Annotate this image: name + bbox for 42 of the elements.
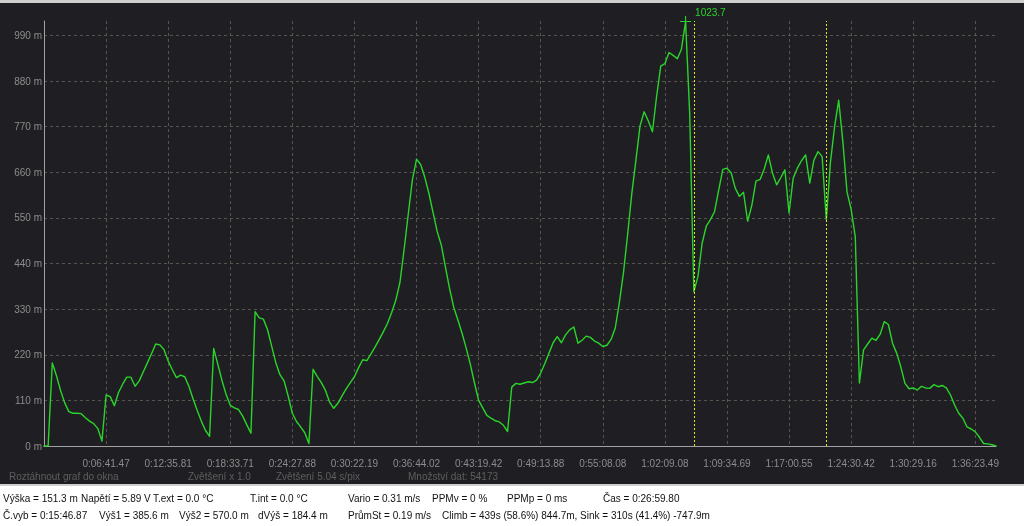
- x-tick-label: 0:49:13.88: [517, 457, 565, 469]
- text: Climb = 439s (58.6%) 844.7m, Sink = 310s (41.4%) -747.9m: [442, 510, 710, 522]
- x-tick-label: 0:24:27.88: [268, 457, 317, 469]
- x-tick-label: 1:36:23.49: [951, 457, 1000, 469]
- text: dVýš = 184.4 m: [258, 510, 328, 522]
- text: Výška = 151.3 m: [3, 493, 78, 505]
- text: T.int = 0.0 °C: [250, 493, 308, 505]
- y-tick-label: 770 m: [14, 121, 42, 133]
- x-tick-label: 0:36:44.02: [392, 457, 441, 469]
- x-tick-label: 0:12:35.81: [144, 457, 193, 469]
- x-tick-label: 0:43:19.42: [454, 457, 503, 469]
- text: Množství dat: 54173: [408, 471, 499, 483]
- y-tick-label: 990 m: [14, 30, 42, 42]
- y-tick-label: 110 m: [14, 394, 42, 406]
- text: Výš1 = 385.6 m: [99, 510, 169, 522]
- x-tick-label: 0:30:22.19: [330, 457, 379, 469]
- y-tick-label: 550 m: [14, 212, 42, 224]
- text: Výš2 = 570.0 m: [179, 510, 249, 522]
- text: Zvětšení 5.04 s/pix: [276, 471, 360, 483]
- text: PPMv = 0 %: [432, 493, 488, 505]
- text: 1023.7: [695, 7, 727, 19]
- text: PPMp = 0 ms: [507, 493, 568, 505]
- x-tick-label: 0:18:33.71: [206, 457, 255, 469]
- x-tick-label: 0:06:41.47: [82, 457, 131, 469]
- text: Vario = 0.31 m/s: [348, 493, 421, 505]
- text: Čas = 0:26:59.80: [603, 493, 680, 505]
- x-tick-label: 1:09:34.69: [703, 457, 752, 469]
- y-tick-label: 220 m: [14, 349, 42, 361]
- x-tick-label: 0:55:08.08: [579, 457, 627, 469]
- text: Č.vyb = 0:15:46.87: [3, 510, 88, 522]
- text: Napětí = 5.89 V: [81, 493, 151, 505]
- y-tick-label: 0 m: [25, 440, 42, 452]
- x-tick-label: 1:24:30.42: [827, 457, 876, 469]
- y-tick-label: 440 m: [14, 258, 42, 270]
- y-tick-label: 880 m: [14, 75, 42, 87]
- x-tick-label: 1:02:09.08: [641, 457, 689, 469]
- text: T.ext = 0.0 °C: [153, 493, 214, 505]
- x-tick-label: 1:30:29.16: [889, 457, 938, 469]
- y-tick-label: 660 m: [14, 166, 42, 178]
- y-tick-label: 330 m: [14, 303, 42, 315]
- text: PrůmSt = 0.19 m/s: [348, 510, 432, 522]
- x-tick-label: 1:17:00.55: [765, 457, 814, 469]
